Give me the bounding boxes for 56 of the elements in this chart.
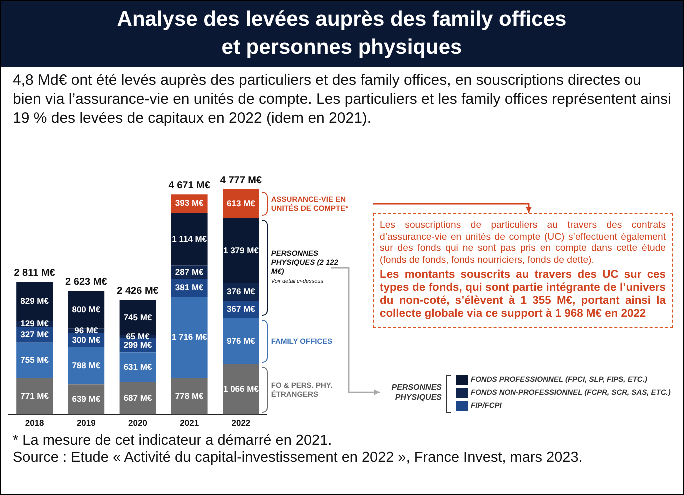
bar <box>16 342 54 378</box>
text: * La mesure de cet indicateur a démarré en 2021. <box>13 433 332 449</box>
bar <box>171 378 208 415</box>
data-label: 96 M€ <box>74 325 98 336</box>
data-label: 287 M€ <box>175 266 204 277</box>
data-label: 829 M€ <box>20 296 50 306</box>
x-tick-label: 2022 <box>232 418 251 428</box>
bar <box>68 348 105 385</box>
bar <box>16 282 54 322</box>
x-tick-label: 2020 <box>128 418 148 428</box>
data-label: 639 M€ <box>72 394 101 404</box>
data-label: 376 M€ <box>227 286 256 297</box>
data-label: 1 066 M€ <box>223 384 260 394</box>
data-label: 800 M€ <box>72 304 101 314</box>
legend-title: PERSONNES PHYSIQUES <box>390 383 442 403</box>
data-label: 129 M€ <box>20 318 50 329</box>
total-label: 2 811 M€ <box>14 268 56 279</box>
data-label: 300 M€ <box>72 334 101 345</box>
total-label: 4 671 M€ <box>168 180 211 192</box>
total-label: 2 623 M€ <box>66 276 108 288</box>
total-label: 2 426 M€ <box>117 286 160 298</box>
x-tick-label: 2018 <box>25 418 45 428</box>
data-label: 65 M€ <box>126 331 150 342</box>
data-label: 631 M€ <box>124 362 152 372</box>
data-label: 687 M€ <box>124 392 152 403</box>
data-label: 771 M€ <box>20 390 50 401</box>
data-label: 327 M€ <box>20 329 50 340</box>
data-label: 393 M€ <box>175 198 204 208</box>
bar <box>222 364 260 415</box>
data-label: 788 M€ <box>72 360 101 370</box>
bar <box>171 297 208 378</box>
source-note: Source : Etude « Activité du capital-investissement en 2022 », France Invest, mars 2023. <box>13 450 583 466</box>
data-label: 1 379 M€ <box>223 245 260 256</box>
data-label: 976 M€ <box>227 336 256 346</box>
data-label: 1 114 M€ <box>172 234 208 244</box>
bar <box>68 291 105 329</box>
text: Les montants souscrits au travers des UC sur ces types de fonds, qui sont partie intégrante de l’univers du non-coté, s’élèvent à 1 355 M€, portant ainsi la collecte globale via ce support à 1 968 M€ en 2022 <box>380 269 666 321</box>
data-label: 755 M€ <box>20 354 50 365</box>
data-label: 1 716 M€ <box>172 332 208 342</box>
data-label: 367 M€ <box>227 304 256 314</box>
text: Analyse des levées auprès des family offices et personnes physiques <box>116 7 568 61</box>
data-label: 381 M€ <box>175 282 204 293</box>
x-tick-label: 2019 <box>76 418 96 428</box>
text: Les souscriptions de particuliers au travers des contrats d’assurance-vie en unités de compte (UC) s’effectuent également sur des fonds qui ne sont pas pris en compte dans cette étude (fonds de fonds, fonds nourriciers, fonds de dette). <box>380 220 666 266</box>
data-label: 745 M€ <box>124 312 152 322</box>
bar <box>222 218 260 284</box>
data-label: 613 M€ <box>227 198 256 208</box>
bar <box>222 190 260 218</box>
data-label: 778 M€ <box>175 390 204 401</box>
bar <box>16 378 54 415</box>
data-label: 299 M€ <box>124 340 152 350</box>
bar <box>222 318 260 365</box>
text: 4,8 Md€ ont été levés auprès des particuliers et des family offices, en souscriptions directes ou bien via l’assurance-vie en unités de compte. Les particuliers et les family offices représentent ainsi 19 % des levées de capitaux en 2022 (idem en 2021). <box>13 71 672 128</box>
bar <box>171 213 208 266</box>
x-tick-label: 2021 <box>180 418 200 428</box>
total-label: 4 777 M€ <box>220 175 262 186</box>
